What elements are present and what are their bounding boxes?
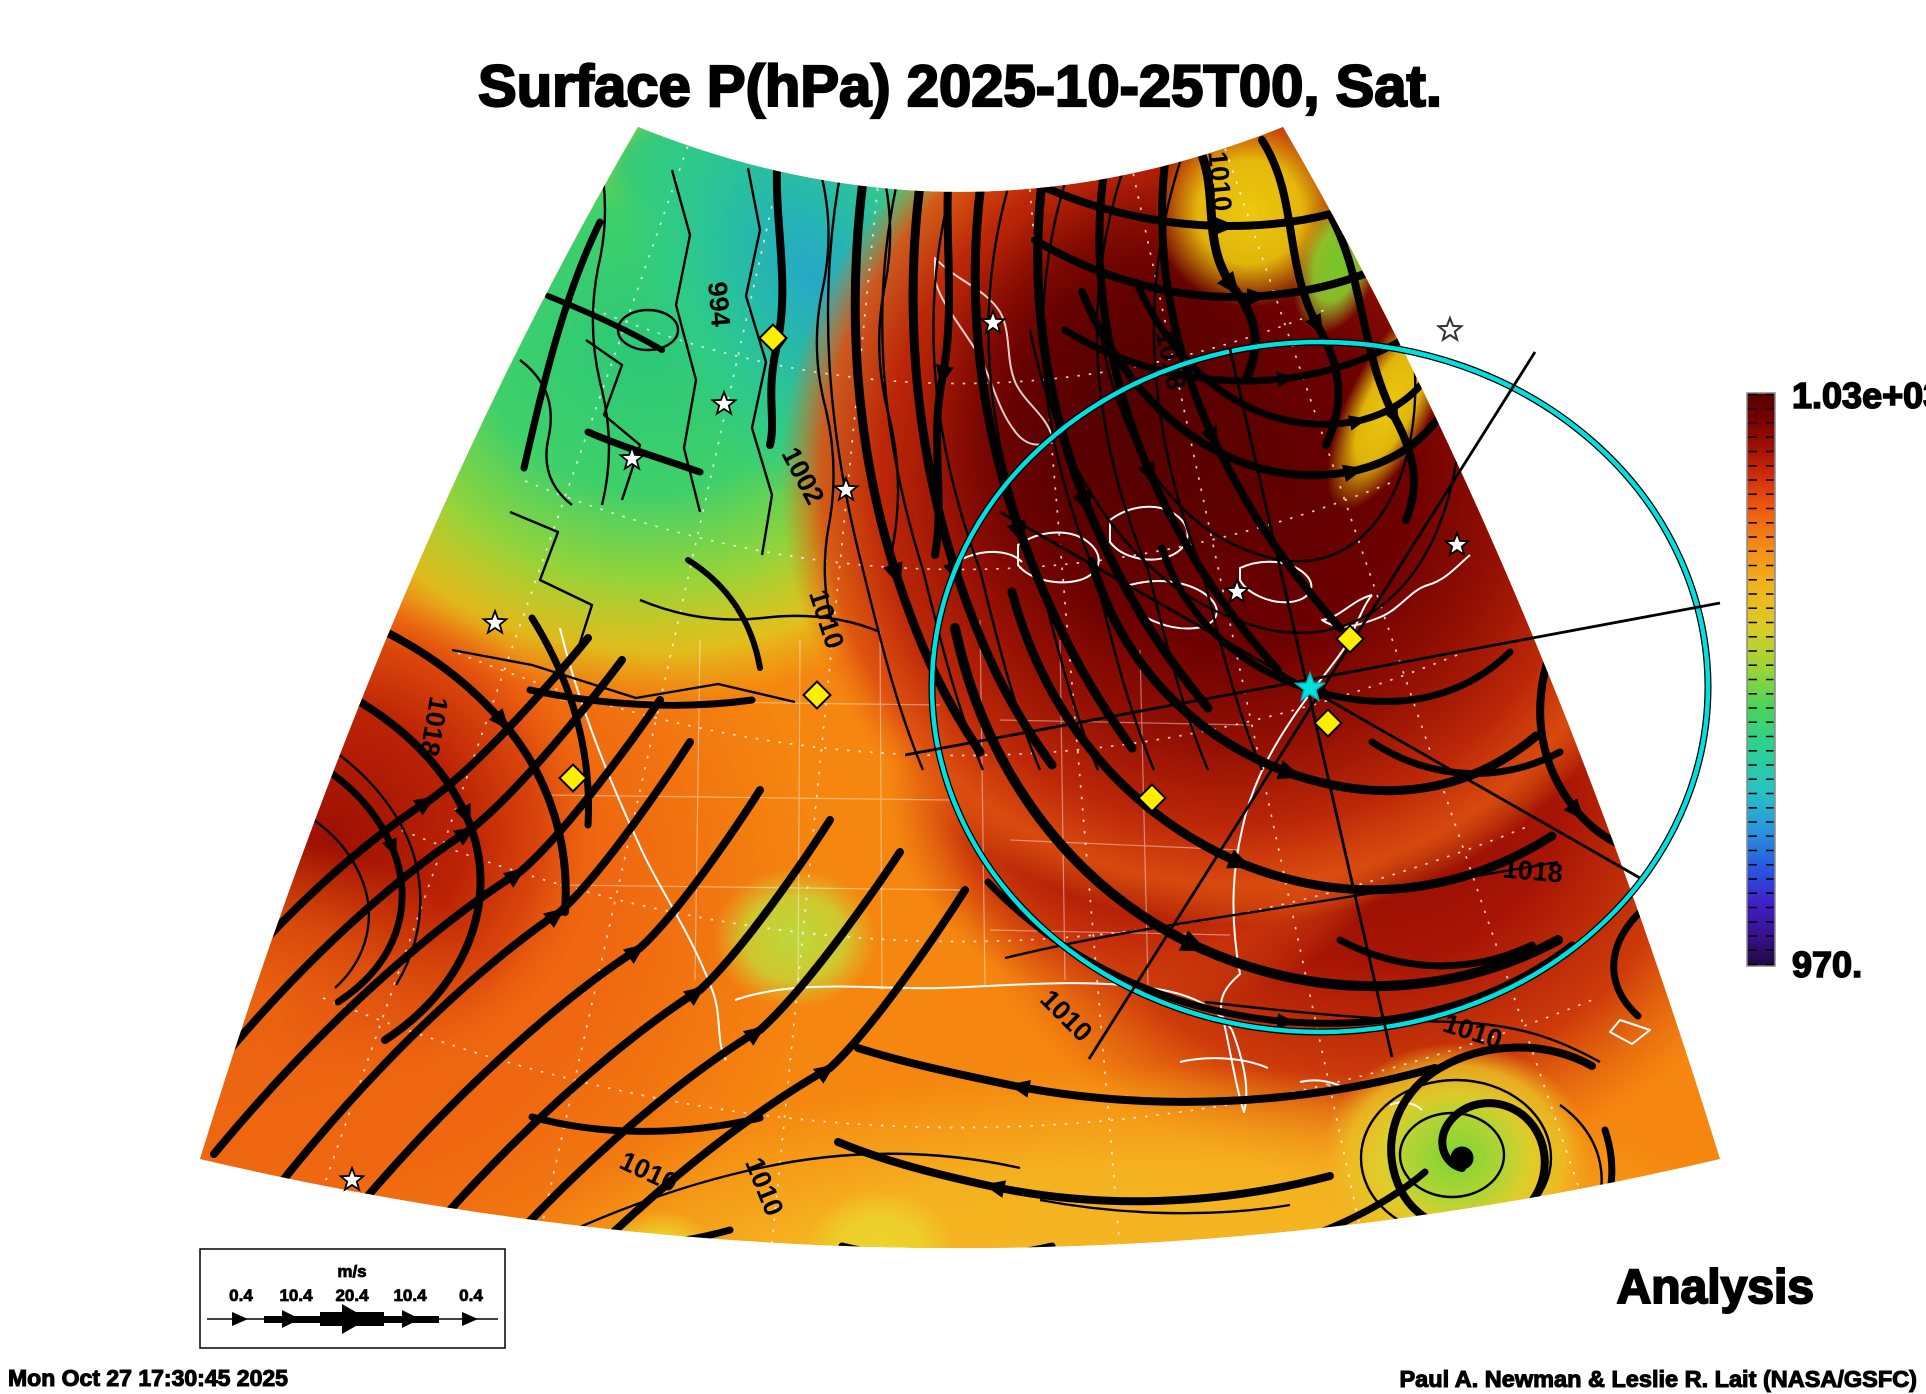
svg-text:10.4: 10.4 bbox=[393, 1286, 427, 1305]
svg-text:1018: 1018 bbox=[1502, 853, 1564, 888]
svg-text:Surface P(hPa) 2025-10-25T00,: Surface P(hPa) 2025-10-25T00, Sat. bbox=[478, 54, 1442, 119]
svg-text:1.03e+03: 1.03e+03 bbox=[1792, 375, 1926, 416]
svg-text:Analysis: Analysis bbox=[1617, 1261, 1814, 1314]
svg-text:Mon Oct 27 17:30:45 2025: Mon Oct 27 17:30:45 2025 bbox=[8, 1365, 288, 1391]
svg-text:994: 994 bbox=[702, 280, 736, 328]
svg-text:10.4: 10.4 bbox=[279, 1286, 313, 1305]
svg-text:1010: 1010 bbox=[1202, 150, 1237, 212]
svg-text:0.4: 0.4 bbox=[459, 1286, 483, 1305]
svg-text:m/s: m/s bbox=[337, 1262, 366, 1281]
svg-text:20.4: 20.4 bbox=[335, 1286, 369, 1305]
svg-text:0.4: 0.4 bbox=[229, 1286, 253, 1305]
svg-text:970.: 970. bbox=[1792, 944, 1862, 985]
svg-text:Paul A. Newman & Leslie R. Lai: Paul A. Newman & Leslie R. Lait (NASA/GS… bbox=[1399, 1366, 1917, 1392]
